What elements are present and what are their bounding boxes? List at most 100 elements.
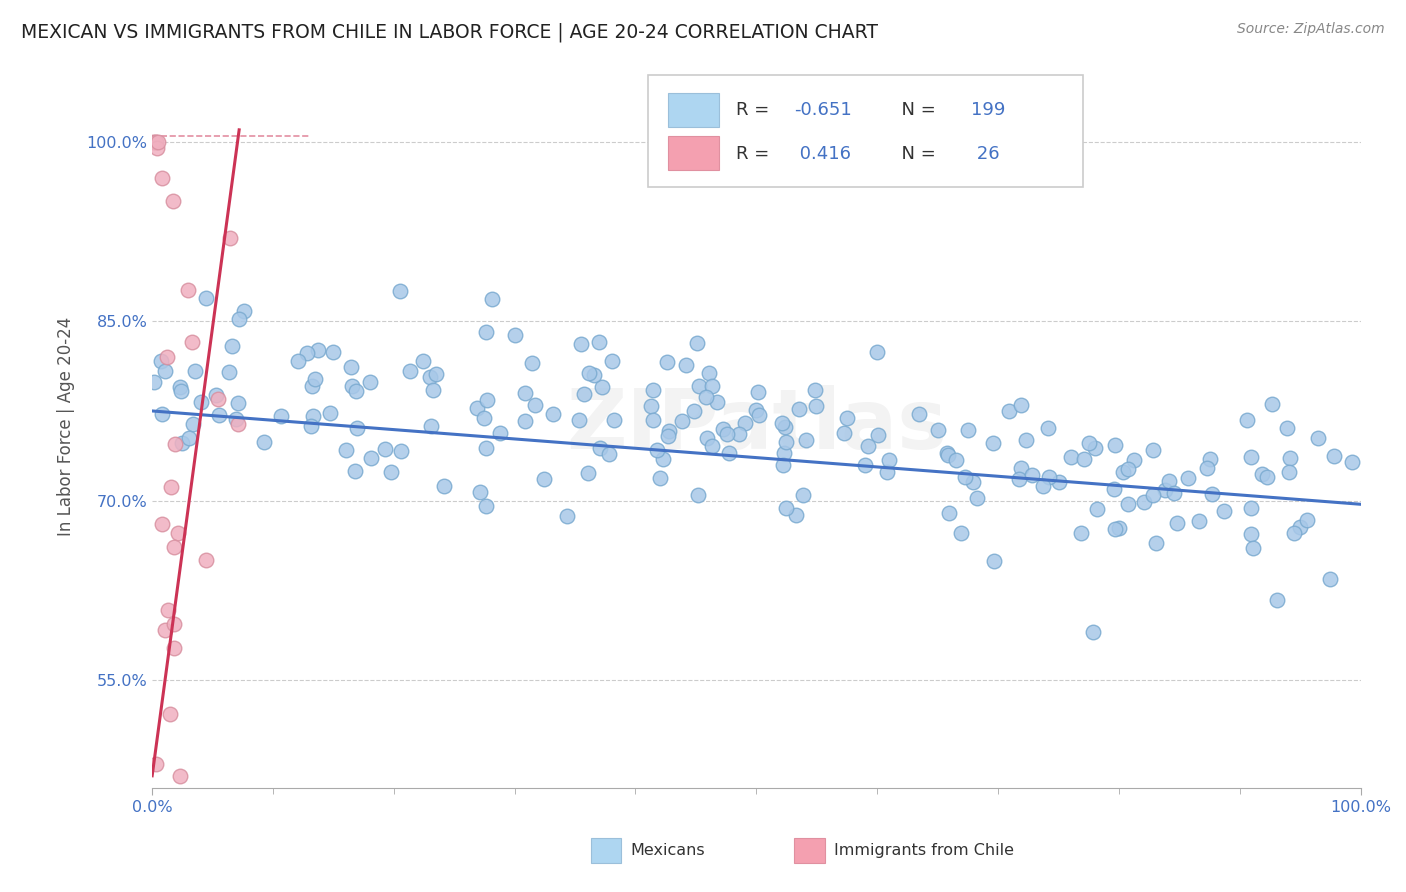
Text: 199: 199 [972,102,1005,120]
Point [1295,512,1317,526]
Point [688,378,710,392]
Point [1021,467,1043,482]
Point [1108,520,1130,534]
Point [773,446,796,460]
Point [1177,471,1199,485]
Point [1188,514,1211,528]
Point [335,442,357,457]
Point [858,439,880,453]
Point [1236,413,1258,427]
Point [877,453,900,467]
Point [287,353,309,368]
Point [700,379,723,393]
Point [983,554,1005,568]
Point [472,411,495,425]
Point [747,385,769,400]
Point [671,414,693,428]
Point [675,358,697,372]
Point [591,380,613,394]
Point [1240,450,1263,464]
Point [772,458,794,472]
Point [172,435,194,450]
Text: ZIPatlas: ZIPatlas [565,385,946,467]
Point [1166,516,1188,531]
Point [770,416,793,430]
Point [640,399,662,413]
Point [598,447,620,461]
Point [1104,522,1126,536]
Point [832,425,855,440]
Point [359,375,381,389]
Point [301,378,323,392]
Point [399,364,422,378]
FancyBboxPatch shape [648,75,1083,187]
Point [391,444,413,458]
Point [205,388,228,402]
Point [1261,397,1284,411]
Point [1142,442,1164,457]
Point [307,343,329,357]
Point [1199,452,1222,467]
Point [194,553,217,567]
Point [233,304,256,318]
Point [907,407,929,421]
Text: Source: ZipAtlas.com: Source: ZipAtlas.com [1237,22,1385,37]
Point [866,427,889,442]
Point [475,392,498,407]
Point [1195,461,1218,475]
Point [956,423,979,437]
Point [1010,398,1032,412]
Point [1112,465,1135,479]
Point [304,371,326,385]
Point [221,339,243,353]
Point [503,328,526,343]
Text: N =: N = [890,145,942,163]
Point [153,364,176,378]
Point [578,367,600,381]
Point [804,384,827,398]
Point [143,135,166,149]
Point [1308,431,1330,445]
Point [340,360,363,375]
Text: 0.416: 0.416 [794,145,851,163]
Point [520,355,543,369]
Point [572,386,595,401]
Point [166,526,188,541]
Point [302,409,325,424]
Point [1153,483,1175,497]
Point [299,418,322,433]
Point [346,384,368,398]
Point [465,401,488,415]
Point [1015,433,1038,447]
Point [156,350,179,364]
Point [160,479,183,493]
Point [835,410,858,425]
Point [1047,475,1070,489]
Point [938,506,960,520]
Point [169,769,191,783]
Point [966,491,988,505]
Point [541,407,564,421]
Point [425,367,447,381]
Point [150,170,173,185]
Point [936,449,959,463]
Point [208,408,231,422]
Point [207,392,229,406]
Point [146,141,169,155]
Point [346,421,368,435]
Point [524,398,547,412]
Point [775,435,797,450]
Point [1278,466,1301,480]
Point [218,365,240,379]
Point [855,458,877,472]
Point [1073,451,1095,466]
Point [806,399,828,413]
Point [253,434,276,449]
Point [181,335,204,350]
Point [603,412,626,426]
Point [1077,435,1099,450]
Point [648,471,671,485]
Point [515,386,537,401]
Point [475,441,498,455]
Point [489,425,512,440]
